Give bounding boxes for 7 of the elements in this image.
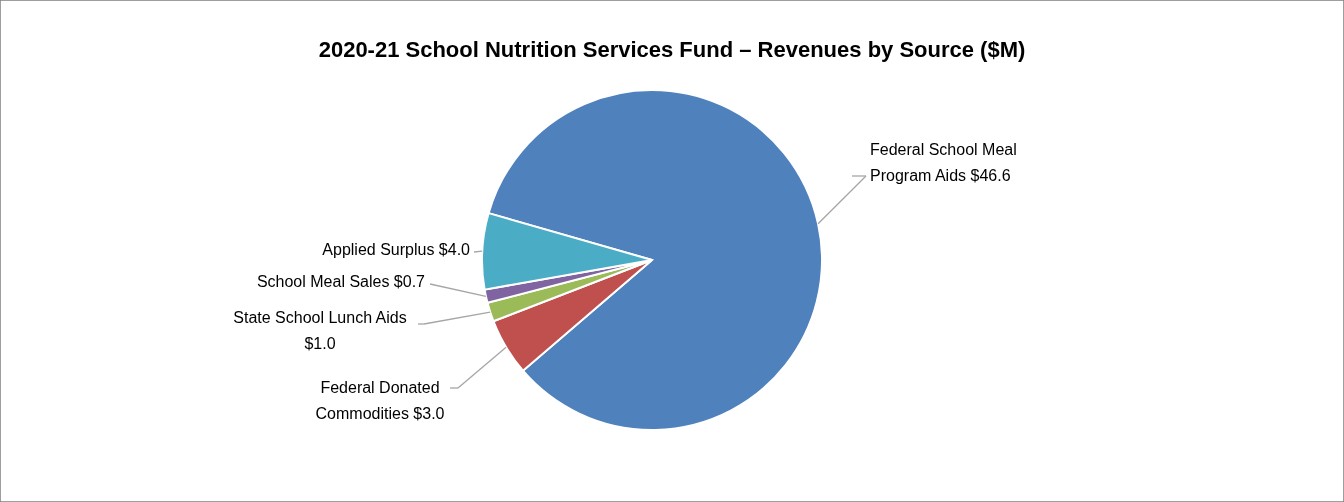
slice-label: Applied Surplus $4.0 <box>322 241 471 258</box>
data-label: $1.0 <box>304 335 336 352</box>
chart-title: 2020-21 School Nutrition Services Fund – Revenues by Source ($M) <box>318 37 1026 62</box>
slice-label: Federal School Meal Program Aids $46.6 <box>870 141 1017 184</box>
slice-label: School Meal Sales $0.7 <box>256 273 426 290</box>
slice-label: Federal Donated Commodities $3.0 <box>315 379 445 422</box>
slice-label: State School Lunch Aids <box>233 309 407 326</box>
